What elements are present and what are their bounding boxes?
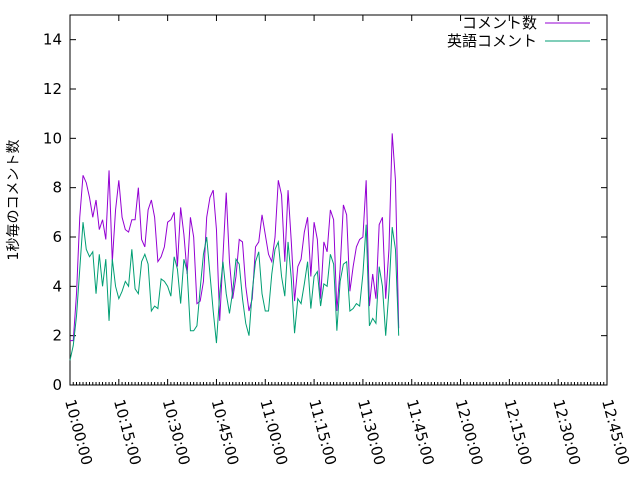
- y-tick-label: 0: [52, 376, 62, 394]
- x-axis: 10:00:00 10:15:00 10:30:00 10:45:00 11:00:00…: [61, 15, 633, 467]
- y-tick-label: 2: [52, 327, 62, 345]
- x-tick-label: 11:15:00: [305, 397, 340, 467]
- y-tick-label: 12: [43, 80, 62, 98]
- x-tick-label: 11:45:00: [403, 397, 438, 467]
- x-tick-label: 12:15:00: [500, 397, 535, 467]
- y-tick-label: 6: [52, 228, 62, 246]
- y-axis-label: 1秒毎のコメント数: [6, 140, 22, 261]
- x-tick-label: 12:00:00: [452, 397, 487, 467]
- series-line-1: [70, 133, 400, 342]
- plot-series: [69, 133, 400, 361]
- x-tick-label: 12:30:00: [549, 397, 584, 467]
- x-tick-label: 10:00:00: [61, 397, 96, 467]
- y-tick-label: 14: [43, 31, 62, 49]
- x-tick-label: 10:45:00: [208, 397, 243, 467]
- y-tick-label: 4: [52, 277, 62, 295]
- series-line-2: [69, 222, 400, 361]
- x-tick-label: 11:30:00: [354, 397, 389, 467]
- x-tick-label: 12:45:00: [598, 397, 633, 467]
- y-tick-label: 8: [52, 179, 62, 197]
- axes: [69, 14, 608, 386]
- plot-frame: [69, 14, 608, 386]
- x-tick-label: 11:00:00: [256, 397, 291, 467]
- x-tick-label: 10:15:00: [110, 397, 145, 467]
- y-tick-label: 10: [43, 129, 62, 147]
- x-tick-label: 10:30:00: [159, 397, 194, 467]
- legend-label: コメント数: [462, 14, 537, 32]
- legend-label: 英語コメント: [447, 32, 537, 50]
- y-axis: 0 2 4 6 8 10 12 14: [43, 31, 607, 394]
